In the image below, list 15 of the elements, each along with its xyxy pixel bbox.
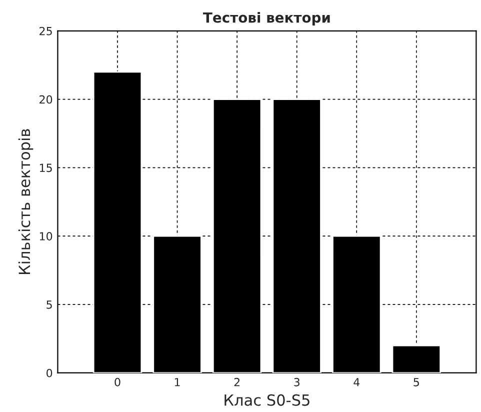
y-tick-label: 10 xyxy=(40,232,52,240)
x-tick-label: 2 xyxy=(234,378,240,386)
y-tick-label: 25 xyxy=(40,26,52,36)
chart-title: Тестові вектори xyxy=(203,12,330,26)
y-axis-title: Кількість векторів xyxy=(18,129,34,274)
y-tick-label: 0 xyxy=(46,368,52,378)
y-tick-label: 20 xyxy=(40,95,52,104)
x-tick-label: 4 xyxy=(354,378,360,386)
x-tick-label: 3 xyxy=(294,378,300,386)
x-tick-label: 5 xyxy=(414,378,419,386)
y-tick-label: 5 xyxy=(46,300,52,309)
x-tick-label: 0 xyxy=(114,378,120,386)
x-tick-label: 1 xyxy=(174,378,180,386)
y-tick-label: 15 xyxy=(40,164,52,172)
x-axis-title: Клас S0-S5 xyxy=(224,394,310,406)
